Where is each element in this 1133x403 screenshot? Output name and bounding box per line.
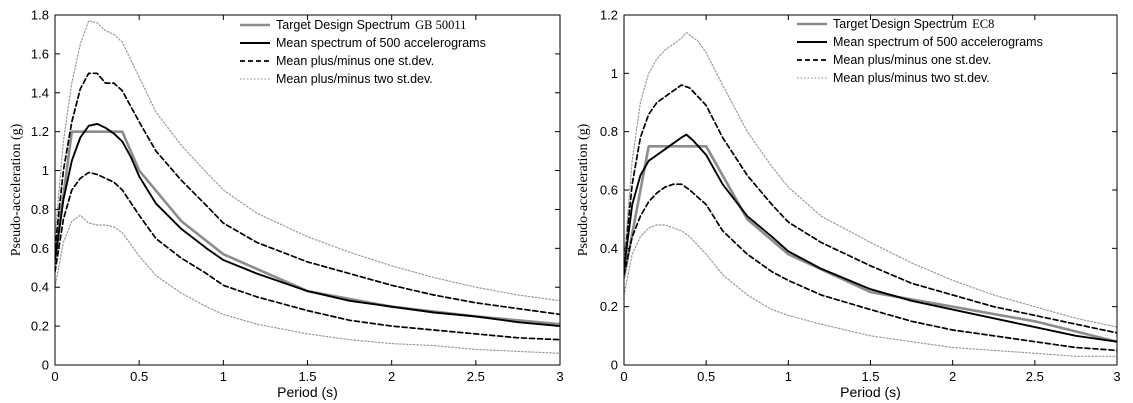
right-legend-label-sd2: Mean plus/minus two st.dev. bbox=[833, 71, 990, 85]
right-x-tick-label: 1.5 bbox=[861, 369, 879, 384]
left-y-tick-label: 0.2 bbox=[31, 319, 49, 334]
left-y-tick-label: 0.6 bbox=[31, 241, 49, 256]
right-y-tick-label: 1.2 bbox=[600, 8, 618, 23]
left-series-target-line-0 bbox=[55, 130, 560, 326]
right-series-sd2-line-5 bbox=[624, 224, 1117, 357]
left-x-tick-label: 0.5 bbox=[130, 369, 148, 384]
left-series-sd2-line-5 bbox=[55, 214, 560, 354]
left-legend-label-target: Target Design Spectrum GB 50011 bbox=[276, 18, 466, 32]
right-x-tick-label: 1 bbox=[785, 369, 792, 384]
left-y-tick-label: 1.2 bbox=[31, 124, 49, 139]
right-legend: Target Design Spectrum EC8 Mean spectrum o… bbox=[797, 17, 1043, 85]
left-x-axis-title: Period (s) bbox=[277, 384, 338, 400]
right-plot-frame bbox=[623, 14, 1118, 366]
left-y-tick-label: 0 bbox=[42, 358, 49, 373]
left-y-tick-label: 1.4 bbox=[31, 85, 49, 100]
right-y-axis-title: Pseudo-acceleration (g) bbox=[576, 123, 591, 256]
right-series-mean-line-1 bbox=[624, 133, 1117, 343]
left-series-sd1-line-2 bbox=[55, 72, 560, 316]
right-legend-label-target: Target Design Spectrum EC8 bbox=[833, 17, 994, 31]
left-x-tick-label: 1.5 bbox=[298, 369, 316, 384]
left-x-tick-label: 0 bbox=[51, 369, 58, 384]
right-x-tick-label: 0.5 bbox=[697, 369, 715, 384]
left-x-tick-label: 2.5 bbox=[467, 369, 485, 384]
right-legend-code: EC8 bbox=[972, 17, 994, 31]
left-y-tick-label: 1.6 bbox=[31, 46, 49, 61]
right-x-tick-label: 2.5 bbox=[1026, 369, 1044, 384]
left-y-axis-title: Pseudo-acceleration (g) bbox=[9, 123, 24, 256]
right-y-tick-label: 1 bbox=[611, 66, 618, 81]
right-x-tick-label: 2 bbox=[949, 369, 956, 384]
left-y-tick-label: 1.8 bbox=[31, 8, 49, 23]
left-legend-label-sd1: Mean plus/minus one st.dev. bbox=[276, 54, 434, 68]
right-series-sd1-line-2 bbox=[624, 84, 1117, 334]
left-series-group bbox=[55, 20, 560, 354]
right-series-sd1-line-3 bbox=[624, 183, 1117, 352]
right-legend-label-mean: Mean spectrum of 500 accelerograms bbox=[833, 35, 1043, 49]
right-y-tick-label: 0 bbox=[611, 358, 618, 373]
chart-right-svg: 0 0.5 1 1.5 2 2.5 3 0 0.2 0.4 0.6 0.8 1 1.2 Period (s)… bbox=[576, 8, 1121, 401]
left-legend-code: GB 50011 bbox=[415, 18, 466, 32]
left-x-tick-label: 2 bbox=[388, 369, 395, 384]
left-legend-label-sd2: Mean plus/minus two st.dev. bbox=[276, 72, 433, 86]
left-x-tick-label: 3 bbox=[556, 369, 563, 384]
right-x-tick-label: 0 bbox=[620, 369, 627, 384]
right-y-tick-label: 0.6 bbox=[600, 183, 618, 198]
left-legend-label-mean: Mean spectrum of 500 accelerograms bbox=[276, 36, 486, 50]
right-y-tick-label: 0.2 bbox=[600, 299, 618, 314]
left-x-tick-label: 1 bbox=[220, 369, 227, 384]
left-series-mean-line-1 bbox=[55, 122, 560, 328]
left-y-tick-label: 0.8 bbox=[31, 202, 49, 217]
left-series-sd2-line-4 bbox=[55, 20, 560, 302]
chart-left: 0 0.5 1 1.5 2 2.5 3 0 0.2 0.4 0.6 0.8 1 1.2 1.4 1.6 1.8 P… bbox=[0, 0, 566, 403]
right-y-tick-label: 0.4 bbox=[600, 241, 618, 256]
left-series-sd1-line-3 bbox=[55, 171, 560, 341]
right-legend-label-sd1: Mean plus/minus one st.dev. bbox=[833, 53, 991, 67]
right-x-tick-label: 3 bbox=[1113, 369, 1120, 384]
right-series-group bbox=[624, 31, 1117, 357]
left-legend: Target Design Spectrum GB 50011 Mean spect… bbox=[240, 18, 486, 86]
left-y-tick-label: 1 bbox=[42, 163, 49, 178]
right-y-tick-label: 0.8 bbox=[600, 124, 618, 139]
right-series-sd2-line-4 bbox=[624, 31, 1117, 328]
chart-right: 0 0.5 1 1.5 2 2.5 3 0 0.2 0.4 0.6 0.8 1 1.2 Period (s)… bbox=[567, 0, 1133, 403]
right-series-target-line-0 bbox=[624, 145, 1117, 343]
left-y-tick-label: 0.4 bbox=[31, 280, 49, 295]
right-x-axis-title: Period (s) bbox=[840, 384, 901, 400]
chart-left-svg: 0 0.5 1 1.5 2 2.5 3 0 0.2 0.4 0.6 0.8 1 1.2 1.4 1.6 1.8 P… bbox=[9, 8, 564, 401]
